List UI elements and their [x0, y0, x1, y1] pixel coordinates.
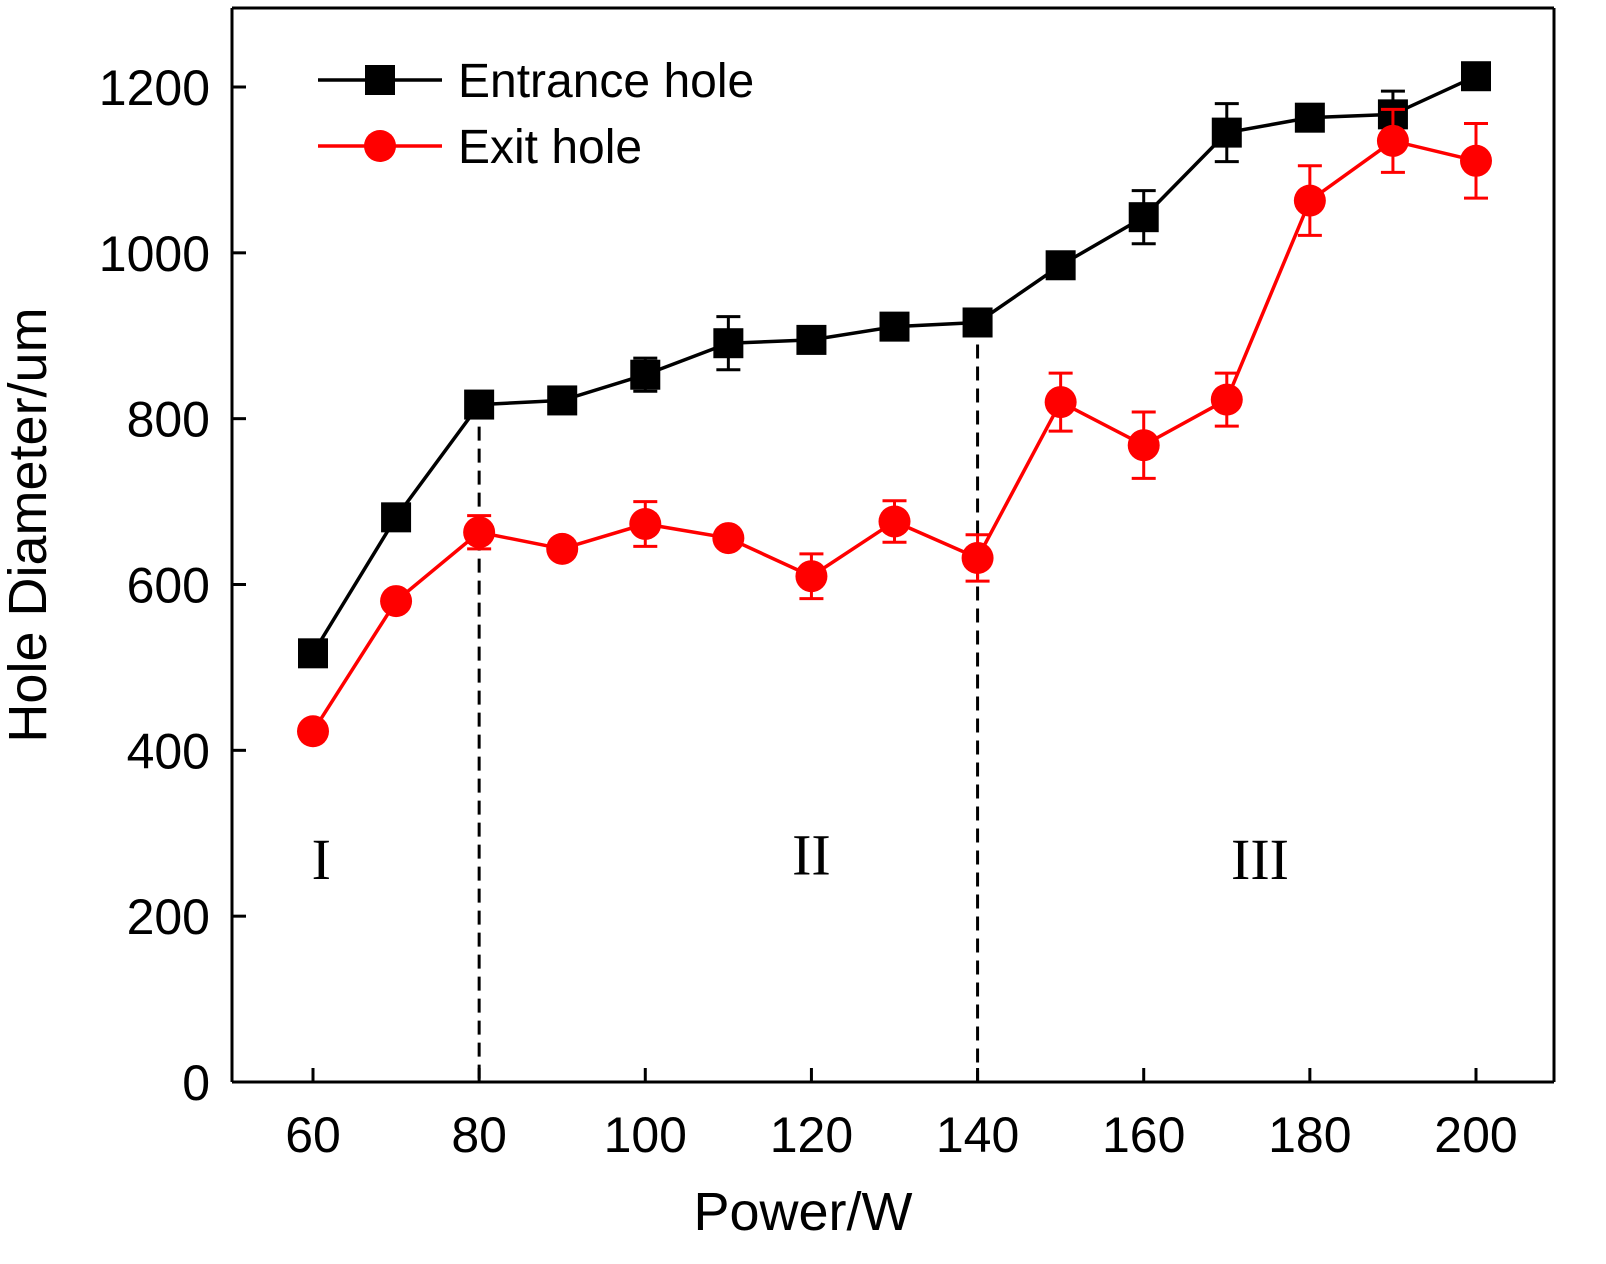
legend-label-exit: Exit hole: [458, 121, 642, 174]
region-labels: I II III: [312, 823, 1289, 892]
region-label: III: [1231, 827, 1289, 892]
data-point: [879, 311, 910, 342]
data-point: [962, 307, 993, 338]
x-tick-label: 180: [1268, 1107, 1351, 1163]
series-layer: [297, 61, 1492, 748]
data-point: [713, 328, 744, 359]
tick-labels: 60 80 100 120 140 160 180 200 0 200 400 600 800 1000 1…: [99, 60, 1518, 1163]
data-point: [380, 585, 413, 618]
data-point: [1128, 202, 1159, 233]
x-tick-label: 120: [770, 1107, 853, 1163]
data-point: [796, 324, 827, 355]
data-point: [1044, 386, 1077, 419]
y-tick-label: 1200: [99, 60, 210, 116]
data-point: [712, 522, 745, 555]
series-line: [311, 139, 1477, 733]
data-point: [1211, 117, 1242, 148]
x-tick-label: 200: [1434, 1107, 1517, 1163]
y-tick-label: 0: [182, 1055, 210, 1111]
data-point: [1127, 429, 1160, 462]
x-tick-label: 100: [604, 1107, 687, 1163]
y-tick-label: 600: [127, 558, 210, 614]
x-axis-title: Power/W: [693, 1182, 912, 1242]
region-label: I: [312, 827, 331, 892]
x-tick-label: 60: [285, 1107, 341, 1163]
data-point: [1460, 144, 1492, 177]
series-exit-hole: [297, 107, 1492, 748]
data-point: [961, 541, 994, 574]
data-point: [1045, 250, 1076, 281]
data-point: [1376, 124, 1409, 157]
data-point: [878, 505, 911, 538]
data-point: [297, 715, 329, 748]
y-tick-label: 200: [127, 889, 210, 945]
x-tick-label: 80: [451, 1107, 507, 1163]
data-point: [1293, 184, 1326, 217]
data-point: [795, 560, 828, 593]
legend-marker-entrance: [365, 65, 395, 95]
data-point: [630, 359, 661, 390]
region-dividers: [477, 322, 980, 1082]
legend-label-entrance: Entrance hole: [458, 55, 754, 108]
data-point: [298, 638, 328, 669]
series-entrance-hole: [298, 61, 1491, 669]
data-point: [1294, 102, 1325, 133]
data-point: [546, 532, 579, 565]
legend-marker-exit: [364, 130, 396, 162]
data-point: [547, 385, 578, 416]
y-tick-label: 400: [127, 723, 210, 779]
data-point: [629, 507, 662, 540]
y-tick-label: 1000: [99, 226, 210, 282]
y-tick-label: 800: [127, 392, 210, 448]
axes: [230, 6, 1556, 1084]
data-point: [1461, 61, 1491, 92]
x-tick-label: 140: [936, 1107, 1019, 1163]
data-point: [464, 389, 495, 420]
legend: Entrance hole Exit hole: [318, 55, 754, 174]
region-label: II: [792, 823, 831, 888]
data-point: [1210, 383, 1243, 416]
x-tick-label: 160: [1102, 1107, 1185, 1163]
data-point: [463, 516, 496, 549]
y-axis-title: Hole Diameter/um: [0, 307, 58, 742]
data-point: [381, 502, 412, 533]
